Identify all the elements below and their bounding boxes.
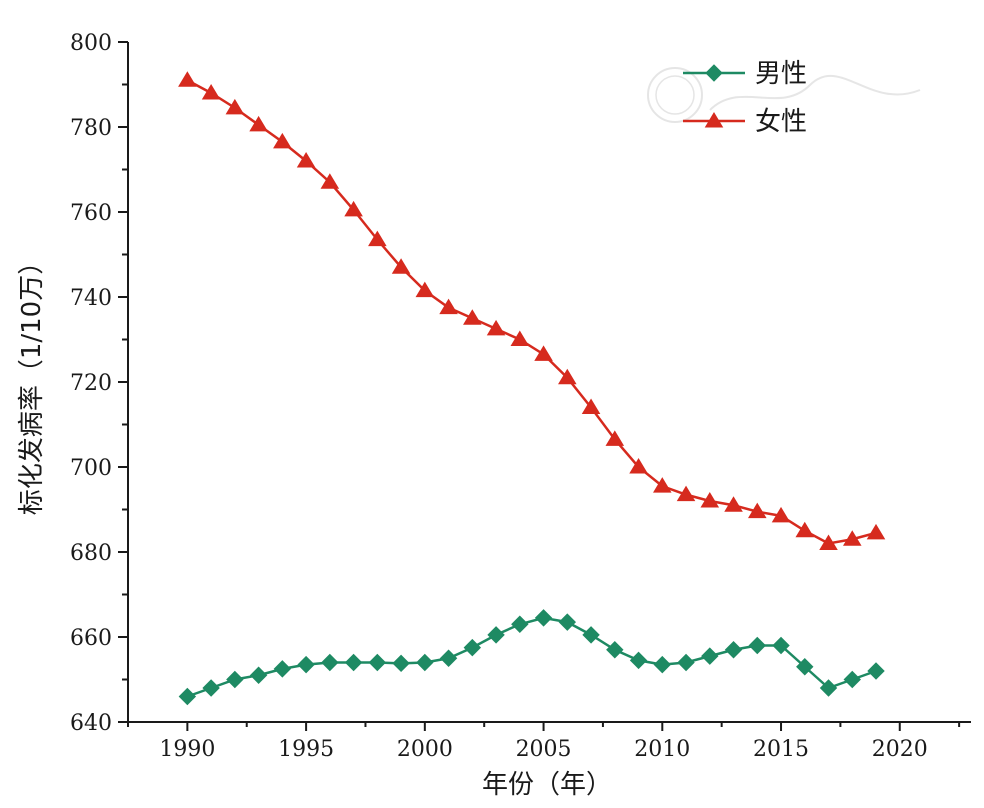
x-tick-label: 2000 [397,737,453,762]
data-point [653,655,672,674]
y-tick-label: 780 [70,116,112,141]
data-point [178,687,197,706]
data-point [772,636,790,655]
data-point [677,653,695,672]
data-point [225,98,245,115]
data-point [558,613,577,631]
legend-item: 女性 [683,107,807,137]
data-point [273,660,292,678]
data-point [605,430,625,446]
x-tick-label: 2005 [516,737,572,762]
data-point [819,679,838,697]
data-point [724,641,743,659]
data-point [724,496,743,512]
data-point [534,609,553,627]
legend-label: 女性 [755,107,807,137]
y-tick-label: 720 [70,371,112,396]
data-point [368,230,387,247]
data-point [344,200,363,217]
data-point [795,521,815,538]
data-point [629,458,648,474]
data-point [463,638,482,657]
data-point [700,492,720,508]
series-layer [178,71,886,706]
y-tick-label: 640 [70,711,112,736]
data-point [391,258,411,274]
data-point [606,641,624,659]
data-point [463,309,482,325]
data-point [843,670,861,689]
data-point [511,615,529,633]
data-point [842,530,862,546]
y-tick-label: 760 [70,201,112,226]
legend-label: 男性 [755,59,807,89]
data-point [487,626,505,644]
x-tick-label: 1995 [278,737,334,762]
data-point [249,115,268,132]
data-point [629,651,648,670]
series-line [186,616,877,698]
data-point [416,653,434,672]
y-tick-label: 800 [70,31,112,56]
data-point [819,534,838,550]
legend-item: 男性 [683,59,807,89]
data-point [534,345,553,361]
data-point [415,281,435,298]
x-tick-label: 2020 [872,737,928,762]
series-line [186,79,877,545]
data-point [676,485,696,502]
data-point [486,319,506,336]
data-point [701,647,719,665]
data-point [771,506,791,523]
x-ticks: 1990 1995 2000 2005 2010 2015 2020 [127,722,961,762]
y-axis-title: 标化发病率（1/10万） [17,249,47,515]
data-point [748,636,766,655]
data-point [273,132,292,149]
data-point [747,502,767,519]
data-point [226,670,244,689]
x-tick-label: 2010 [634,737,690,762]
data-point [581,398,601,414]
data-point [867,662,885,680]
data-point [866,523,886,540]
data-point [796,658,814,676]
y-tick-label: 740 [70,286,112,311]
series-female [178,71,886,550]
data-point [296,152,316,168]
data-point [392,654,410,673]
data-point [178,71,197,87]
data-point [202,679,220,697]
y-tick-label: 660 [70,626,112,651]
data-point [653,477,672,493]
legend-marker [704,112,724,128]
x-tick-label: 2015 [753,737,809,762]
y-tick-label: 680 [70,541,112,566]
data-point [439,649,458,667]
series-male [178,609,885,706]
data-point [510,330,530,346]
data-point [582,626,600,644]
data-point [558,368,577,385]
data-point [320,173,340,189]
data-point [297,655,315,674]
legend-marker [705,64,723,82]
x-tick-label: 1990 [159,737,215,762]
data-point [344,653,363,672]
data-point [439,298,458,315]
y-ticks: 640 660 680 700 720 740 760 780 800 [70,31,128,736]
y-tick-label: 700 [70,456,112,481]
x-axis-title: 年份（年） [482,770,612,800]
watermark-logo [647,67,921,123]
data-point [321,653,339,672]
data-point [249,666,268,684]
data-point [201,84,221,100]
data-point [368,653,387,672]
